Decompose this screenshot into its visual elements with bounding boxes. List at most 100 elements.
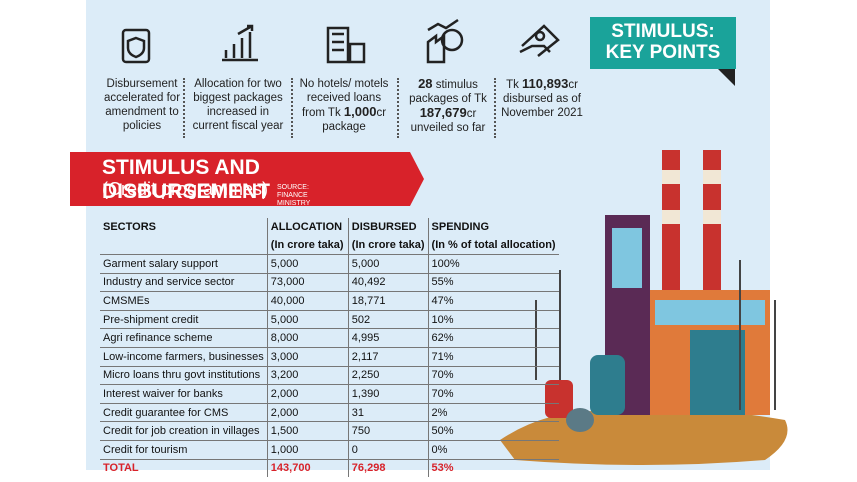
cell: Credit for tourism [100, 440, 268, 460]
cell: 18,771 [347, 291, 429, 311]
total-cell: 53% [427, 459, 559, 478]
cell: 71% [427, 347, 559, 367]
cell: 3,200 [266, 366, 349, 386]
cell: 100% [427, 254, 559, 274]
data-row: Credit for tourism 1,000 0 0% [100, 440, 559, 460]
key-point-emphasis: 1,000 [343, 104, 377, 119]
banner-tip [410, 152, 424, 206]
cell: 5,000 [266, 310, 349, 330]
cell: Interest waiver for banks [100, 384, 268, 404]
section-title: STIMULUS AND DISBURSEMENT [102, 156, 271, 203]
units-cell: (In crore taka) [347, 236, 429, 255]
key-point: Disbursement accelerated for amendment t… [92, 77, 192, 133]
cell: 2,000 [266, 384, 349, 404]
cell: Agri refinance scheme [100, 328, 268, 348]
cell: 5,000 [266, 254, 349, 274]
key-point-text: cr package [322, 107, 387, 133]
cell: 0 [347, 440, 429, 460]
credit-table: SECTORS ALLOCATION DISBURSED SPENDING (In cr… [100, 218, 559, 478]
cell: Micro loans thru govt institutions [100, 366, 268, 386]
cell: 50% [427, 421, 559, 441]
cell: 2,000 [266, 403, 349, 423]
banner-fold [718, 69, 735, 86]
cell: 1,390 [347, 384, 429, 404]
cell: Garment salary support [100, 254, 268, 274]
data-row: Credit for job creation in villages 1,500… [100, 421, 559, 441]
header-cell: SPENDING [427, 218, 559, 236]
icons [121, 18, 560, 64]
cell: 8,000 [266, 328, 349, 348]
cell: 62% [427, 328, 559, 348]
cell: 3,000 [266, 347, 349, 367]
header-cell: DISBURSED [347, 218, 429, 236]
separator [183, 78, 185, 138]
cell: 10% [427, 310, 559, 330]
data-row: Agri refinance scheme 8,000 4,995 62% [100, 328, 559, 348]
header-cell: SECTORS [103, 221, 156, 233]
key-point-emphasis: 110,893 [522, 76, 569, 91]
key-point-emphasis: 187,679 [419, 105, 467, 120]
cell: 502 [347, 310, 429, 330]
separator [291, 78, 293, 138]
data-row: Low-income farmers, businesses 3,000 2,117… [100, 347, 559, 367]
cell: 0% [427, 440, 559, 460]
units-row: (In crore taka) (In crore taka) (In % of t… [100, 236, 559, 255]
cell: 2,117 [347, 347, 429, 367]
source: SOURCE: FINANCE MINISTRY [277, 184, 311, 207]
total-cell: 76,298 [347, 459, 429, 478]
key-points-banner: STIMULUS: KEY POINTS [590, 17, 736, 69]
data-row: Garment salary support 5,000 5,000 100% [100, 254, 559, 274]
key-point-text: cr disbursed as of November 2021 [501, 79, 583, 119]
separator [397, 78, 399, 138]
key-point-text: Allocation for two biggest packages incr… [192, 78, 284, 132]
total-cell: 143,700 [266, 459, 349, 478]
cell: 4,995 [347, 328, 429, 348]
cell: 1,000 [266, 440, 349, 460]
total-row: TOTAL 143,700 76,298 53% [100, 459, 559, 478]
cell: Pre-shipment credit [100, 310, 268, 330]
cell: 73,000 [266, 273, 349, 293]
cell: 40,492 [347, 273, 429, 293]
factory-illustration [500, 150, 788, 465]
total-cell: TOTAL [103, 462, 139, 475]
cell: Low-income farmers, businesses [100, 347, 268, 367]
cell: 47% [427, 291, 559, 311]
cell: Industry and service sector [100, 273, 268, 293]
cell: 2,250 [347, 366, 429, 386]
key-point-text: cr unveiled so far [410, 108, 486, 134]
key-point-text: Disbursement accelerated for amendment t… [103, 78, 181, 132]
cell: 2% [427, 403, 559, 423]
data-row: Credit guarantee for CMS 2,000 31 2% [100, 403, 559, 423]
cell: 40,000 [266, 291, 349, 311]
key-point-emphasis: 28 [418, 76, 433, 91]
key-point: No hotels/ motels received loans from Tk… [294, 77, 394, 134]
units-cell: (In % of total allocation) [427, 236, 559, 255]
data-row: CMSMEs 40,000 18,771 47% [100, 291, 559, 311]
key-point-text: stimulus packages of Tk [409, 79, 487, 105]
data-row: Interest waiver for banks 2,000 1,390 70% [100, 384, 559, 404]
cell: 5,000 [347, 254, 429, 274]
key-point: Allocation for two biggest packages incr… [188, 77, 288, 133]
section-subtitle: (Credit programmes) [102, 179, 269, 199]
cell: 1,500 [266, 421, 349, 441]
cell: 55% [427, 273, 559, 293]
key-point-text: No hotels/ motels received loans from Tk [299, 78, 389, 119]
section-banner: STIMULUS AND DISBURSEMENT (Credit progra… [70, 152, 410, 207]
cell: Credit guarantee for CMS [100, 403, 268, 423]
key-point: 28 stimulus packages of Tk 187,679cr unv… [398, 77, 498, 135]
units-cell: (In crore taka) [266, 236, 349, 255]
key-point: Tk 110,893cr disbursed as of November 20… [496, 77, 588, 120]
header-cell: ALLOCATION [266, 218, 349, 236]
cell: CMSMEs [100, 291, 268, 311]
cell: 31 [347, 403, 429, 423]
key-point-text: Tk [506, 79, 523, 91]
cell: 750 [347, 421, 429, 441]
data-row: Micro loans thru govt institutions 3,200 2… [100, 366, 559, 386]
data-row: Industry and service sector 73,000 40,492 5… [100, 273, 559, 293]
cell: 70% [427, 384, 559, 404]
data-row: Pre-shipment credit 5,000 502 10% [100, 310, 559, 330]
separator [494, 78, 496, 138]
header-row: SECTORS ALLOCATION DISBURSED SPENDING [100, 218, 559, 236]
empty-cell [100, 236, 268, 255]
